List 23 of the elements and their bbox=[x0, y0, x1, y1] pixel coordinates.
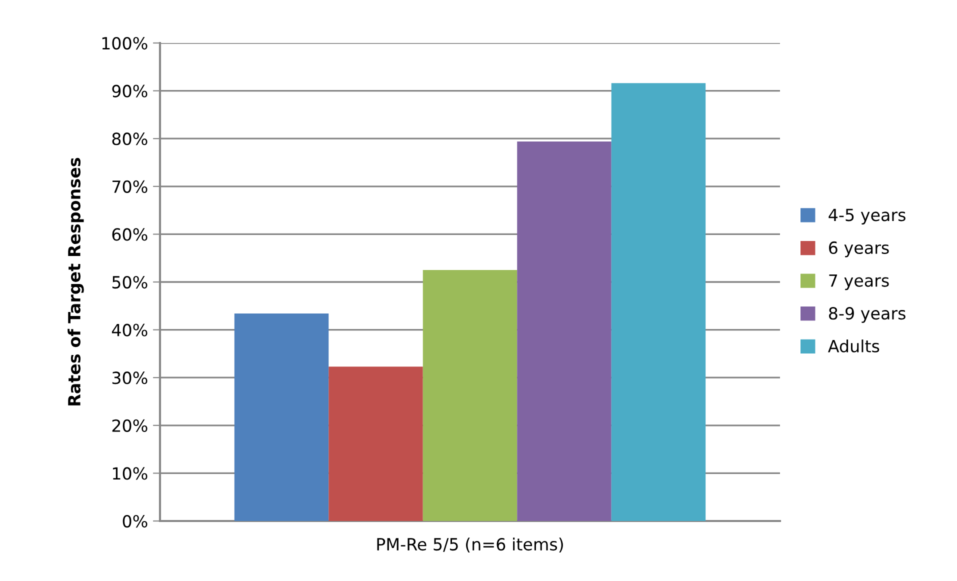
bar bbox=[328, 366, 423, 521]
y-tick-label: 90% bbox=[112, 84, 148, 98]
y-tick-label: 20% bbox=[112, 419, 148, 432]
legend-label: 8-9 years bbox=[828, 307, 906, 323]
y-tick-label: 60% bbox=[112, 228, 148, 241]
bar bbox=[234, 314, 329, 521]
y-tick-label: 70% bbox=[112, 180, 148, 193]
legend-label: 6 years bbox=[829, 241, 889, 258]
y-tick-label: 10% bbox=[112, 467, 148, 480]
x-tick-label: PM-Re 5/5 (n=6 items) bbox=[377, 538, 563, 553]
legend-label: Adults bbox=[828, 340, 880, 352]
bar bbox=[611, 83, 706, 521]
y-tick-label: 50% bbox=[112, 276, 148, 289]
legend-label: 4-5 years bbox=[828, 208, 906, 224]
bar bbox=[517, 141, 612, 521]
y-tick-label: 100% bbox=[102, 36, 148, 50]
legend-label: 7 years bbox=[829, 274, 889, 290]
y-tick-label: 30% bbox=[112, 372, 148, 384]
y-axis-title: Rates of Target Responses bbox=[68, 158, 84, 406]
bar bbox=[422, 270, 518, 521]
y-tick-label: 80% bbox=[112, 132, 148, 146]
y-tick-label: 0% bbox=[122, 514, 148, 528]
y-tick-label: 40% bbox=[112, 324, 148, 336]
